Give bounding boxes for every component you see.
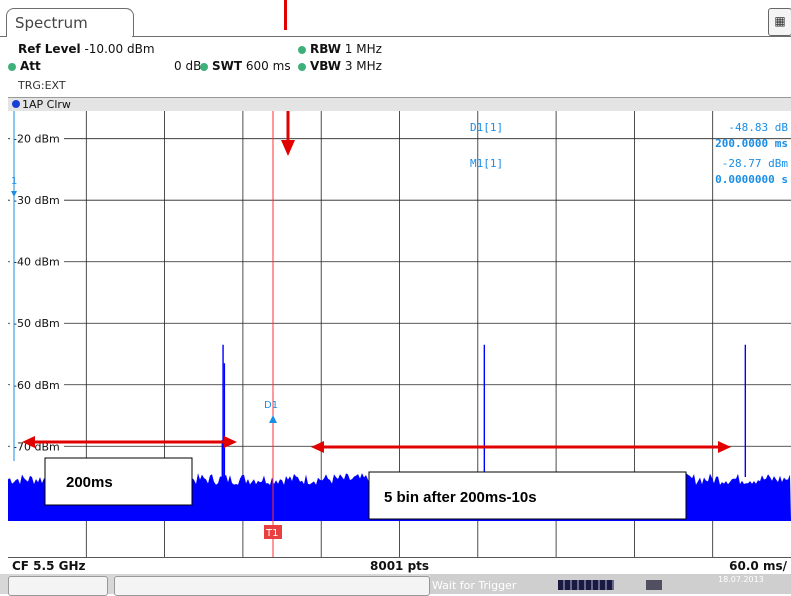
arrow-200ms-right-head [224,436,237,448]
arrow-pointer-top-shaft [284,0,287,30]
d1-time: 200.0000 ms [715,137,788,150]
vbw-setting: VBW 3 MHz [298,59,382,73]
time-per-division: 60.0 ms/ [729,559,787,573]
y-tick-label: -30 dBm [13,194,60,207]
y-axis-labels: -20 dBm -30 dBm -40 dBm -50 dBm -60 dBm -70 d… [10,131,64,454]
y-tick-label-bg [10,193,64,208]
swt-label: SWT [212,59,243,73]
arrow-pointer-head [281,140,295,156]
sweep-points: 8001 pts [370,559,430,573]
y-tick-label: -20 dBm [13,133,60,146]
signal-spikes [221,344,747,478]
annotation-box-5bin [368,471,687,520]
y-tick-label-bg [10,131,64,146]
trace-color-dot [12,100,20,108]
status-footer: CF 5.5 GHz 8001 pts 60.0 ms/ [8,557,791,575]
y-tick-label: -40 dBm [13,256,60,269]
y-tick-label-bg [10,377,64,392]
status-field-1 [8,576,108,596]
swt-coupling-dot [200,62,208,71]
arrow-5bin-right-head [718,441,731,453]
wait-for-trigger: Wait for Trigger [432,579,517,592]
tab-divider-left [0,36,6,37]
m1-label: M1[1] [470,157,503,170]
annotation-box-200ms [44,457,193,506]
d1-marker-triangle [269,415,277,423]
m1-time: 0.0000000 s [715,173,788,186]
d1-marker-tag: D1 [264,400,278,411]
status-date: 18.07.2013 [718,575,764,584]
ref-marker-tag: 1 [11,176,17,187]
vbw-coupling-dot [298,62,306,71]
spectrum-tab-label: Spectrum [15,14,88,32]
arrow-200ms-left-head [22,436,35,448]
rbw-value: 1 MHz [344,42,382,56]
spectrum-tab[interactable]: Spectrum [6,8,134,37]
vbw-value: 3 MHz [344,59,382,73]
att-label: Att [20,59,41,73]
tab-divider [132,36,791,37]
trigger-label: TRG:EXT [18,79,66,92]
ref-marker-triangle [11,191,17,197]
display-config-icon[interactable]: ▦ [768,8,791,36]
annotation-overlay: 200ms 5 bin after 200ms-10s [22,111,731,520]
trace-label: 1AP Clrw [22,98,71,111]
rbw-label: RBW [310,42,341,56]
d1-label: D1[1] [470,121,503,134]
trace-bar: 1AP Clrw [8,97,791,111]
status-bar [0,574,791,596]
y-tick-label-bg [10,316,64,331]
y-tick-label: -70 dBm [13,440,60,453]
att-value: 0 dB [174,59,202,73]
att-setting: Att [8,59,41,73]
arrow-pointer-top [284,0,287,30]
ref-level: Ref Level -10.00 dBm [18,42,155,56]
arrow-5bin-left-head [311,441,324,453]
center-frequency: CF 5.5 GHz [12,559,86,573]
y-tick-label-bg [10,254,64,269]
swt-setting: SWT 600 ms [200,59,291,73]
t1-marker-box [264,525,282,539]
ref-level-label: Ref Level [18,42,81,56]
rbw-coupling-dot [298,45,306,54]
status-field-2 [114,576,430,596]
annotation-text-200ms: 200ms [66,474,113,491]
spectrum-plot[interactable]: -20 dBm -30 dBm -40 dBm -50 dBm -60 dBm -70 d… [8,111,791,557]
y-tick-label: -50 dBm [13,317,60,330]
t1-marker-tag: T1 [265,528,278,539]
ref-level-value: -10.00 dBm [84,42,155,56]
rbw-setting: RBW 1 MHz [298,42,382,56]
annotation-text-5bin: 5 bin after 200ms-10s [384,489,537,506]
d1-value: -48.83 dB [728,121,788,134]
m1-value: -28.77 dBm [722,157,789,170]
marker-readout: D1[1] -48.83 dB 200.0000 ms M1[1] -28.77… [470,121,788,186]
swt-value: 600 ms [245,59,291,73]
progress-indicator [558,580,614,590]
y-tick-label: -60 dBm [13,379,60,392]
vbw-label: VBW [310,59,342,73]
att-coupling-dot [8,62,16,71]
remote-icon [646,580,662,590]
